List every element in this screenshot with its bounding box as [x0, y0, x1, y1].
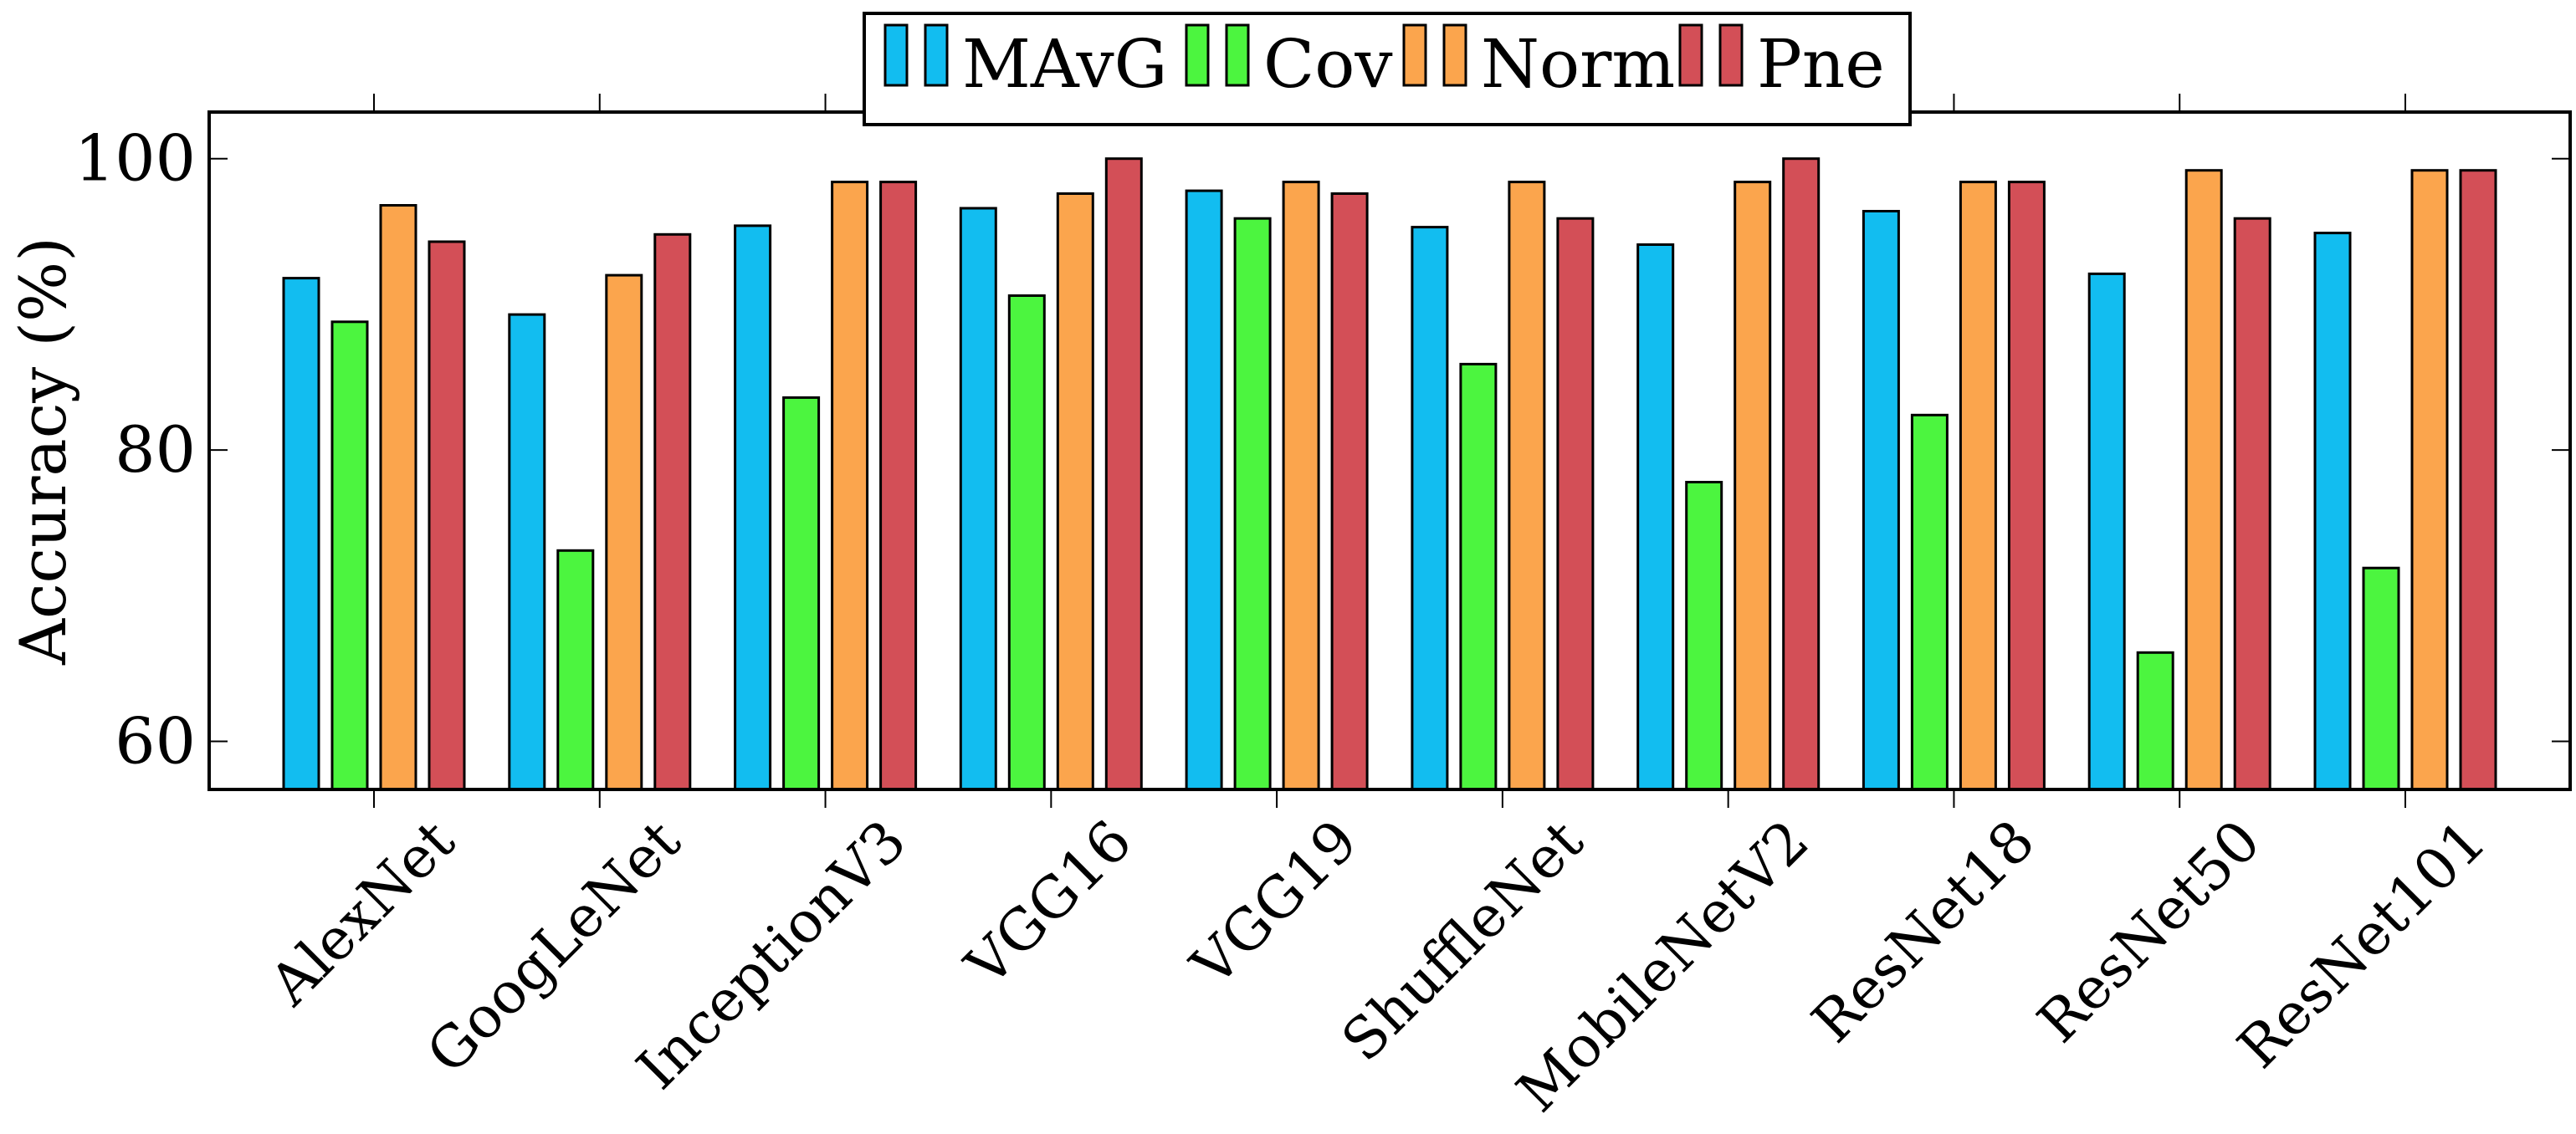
bar-norm-vgg19 [1282, 181, 1320, 791]
bar-mavg-resnet50 [2087, 272, 2126, 791]
bar-pne-vgg19 [1330, 192, 1369, 791]
bar-norm-vgg16 [1056, 192, 1094, 791]
legend-swatch-mavg-b [924, 23, 949, 87]
bar-cov-vgg16 [1007, 294, 1046, 791]
y-axis-title: Accuracy (%) [6, 237, 80, 666]
bar-norm-googlenet [605, 273, 643, 791]
bar-mavg-resnet18 [1862, 210, 1900, 791]
bar-pne-shufflenet [1556, 217, 1595, 791]
x-tick-label-resnet50: ResNet50 [2025, 808, 2273, 1055]
legend-swatch-norm-b [1442, 23, 1467, 87]
x-tick-label-vgg16: VGG16 [953, 808, 1145, 999]
bar-pne-vgg16 [1104, 157, 1143, 791]
y-tick-label-80: 80 [115, 412, 196, 487]
legend-label-mavg: MAvG [962, 25, 1168, 103]
bar-pne-googlenet [653, 232, 692, 791]
bar-cov-googlenet [556, 549, 595, 791]
bar-mavg-googlenet [508, 313, 546, 791]
bar-mavg-mobilenetv2 [1636, 243, 1675, 791]
bar-cov-vgg19 [1233, 217, 1272, 791]
x-tick-label-resnet18: ResNet18 [1800, 808, 2047, 1055]
y-tick-label-100: 100 [74, 121, 196, 196]
legend-swatch-cov-a [1185, 23, 1210, 87]
bar-cov-mobilenetv2 [1685, 481, 1723, 791]
bar-pne-inceptionv3 [879, 181, 918, 791]
legend-swatch-mavg-a [883, 23, 909, 87]
bar-mavg-alexnet [282, 277, 320, 791]
bar-cov-resnet50 [2136, 651, 2174, 791]
bar-cov-shufflenet [1459, 362, 1498, 791]
legend-label-cov: Cov [1263, 25, 1393, 103]
legend-swatch-cov-b [1225, 23, 1250, 87]
bar-mavg-vgg19 [1185, 189, 1223, 791]
bar-pne-resnet18 [2007, 181, 2046, 791]
x-tick-label-alexnet: AlexNet [257, 808, 468, 1019]
bars-layer [282, 157, 2497, 791]
bar-pne-alexnet [428, 240, 466, 791]
bar-norm-resnet18 [1959, 181, 1997, 791]
bar-norm-shufflenet [1508, 181, 1546, 791]
bar-norm-mobilenetv2 [1734, 181, 1772, 791]
bar-norm-alexnet [379, 204, 417, 791]
bar-cov-alexnet [330, 320, 369, 791]
bar-cov-resnet18 [1910, 413, 1949, 791]
bar-norm-resnet101 [2410, 169, 2449, 791]
bar-norm-inceptionv3 [831, 181, 869, 791]
legend-label-norm: Norm [1481, 25, 1675, 103]
bar-norm-resnet50 [2184, 169, 2223, 791]
legend-label-pne: Pne [1757, 25, 1885, 103]
bar-mavg-resnet101 [2313, 232, 2352, 791]
bar-pne-mobilenetv2 [1782, 157, 1821, 791]
legend-swatch-norm-a [1402, 23, 1427, 87]
bar-pne-resnet50 [2233, 217, 2271, 791]
legend-swatch-pne-a [1678, 23, 1703, 87]
bar-pne-resnet101 [2459, 169, 2497, 791]
bar-cov-resnet101 [2362, 566, 2400, 791]
legend-swatch-pne-b [1718, 23, 1744, 87]
y-tick-label-60: 60 [115, 704, 196, 779]
legend: MAvG Cov Norm Pne [863, 12, 1912, 126]
bar-mavg-inceptionv3 [734, 224, 772, 791]
bar-mavg-shufflenet [1411, 226, 1449, 791]
x-tick-label-vgg19: VGG19 [1179, 808, 1370, 999]
bar-mavg-vgg16 [959, 207, 997, 791]
bar-cov-inceptionv3 [782, 396, 821, 791]
